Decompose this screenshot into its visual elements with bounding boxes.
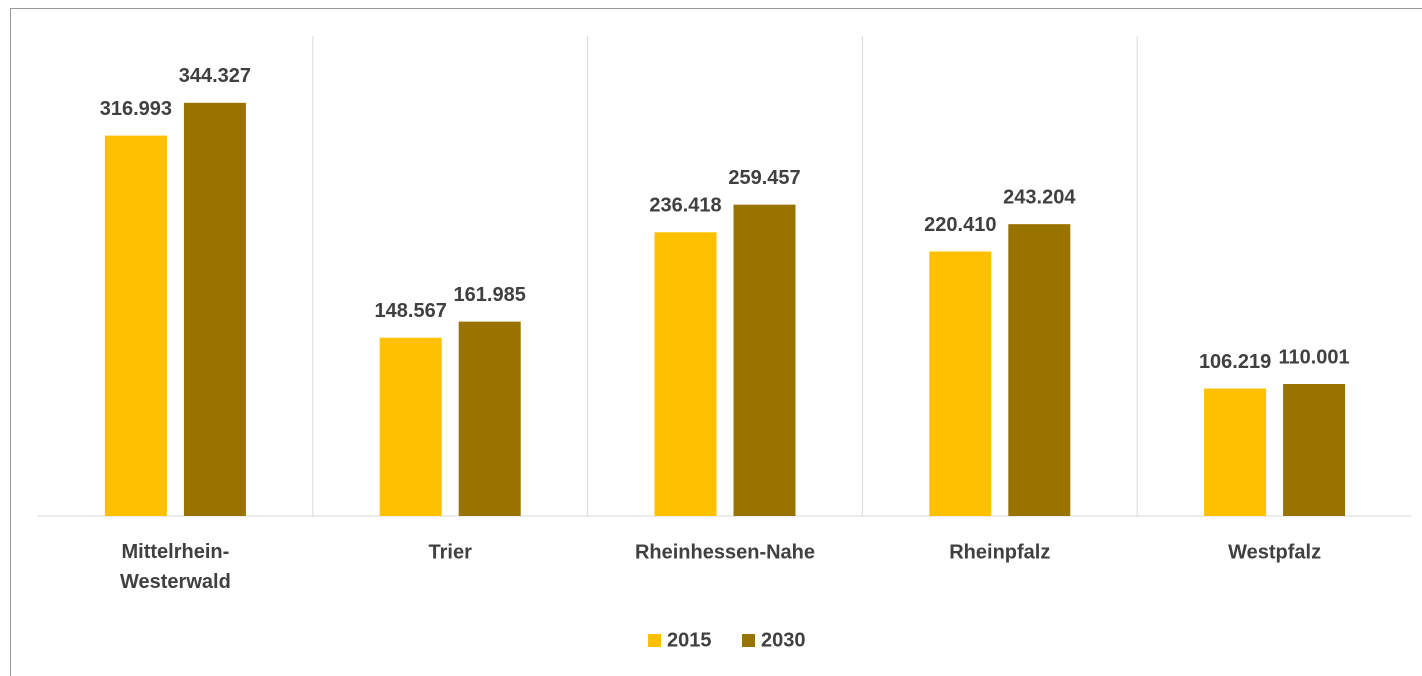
bar — [654, 232, 717, 516]
bar — [1283, 383, 1346, 516]
x-tick-label: Mittelrhein- Westerwald — [120, 541, 231, 593]
bar — [733, 204, 796, 516]
data-label: 243.204 — [1003, 186, 1076, 208]
x-tick-label: Rheinpfalz — [949, 541, 1050, 563]
data-label: 344.327 — [179, 65, 251, 87]
x-tick-label: Trier — [429, 541, 473, 563]
data-label: 110.001 — [1278, 346, 1349, 368]
x-tick-label: Rheinhessen-Nahe — [635, 541, 815, 563]
x-tick-label-line: Westerwald — [120, 571, 231, 593]
legend-swatch — [742, 634, 755, 647]
data-label: 220.410 — [924, 214, 996, 236]
data-label: 236.418 — [649, 195, 721, 217]
legend-label: 2015 — [667, 629, 712, 651]
legend-swatch — [648, 634, 661, 647]
legend-label: 2030 — [761, 629, 806, 651]
x-tick-label: Westpfalz — [1228, 541, 1321, 563]
data-label: 148.567 — [375, 300, 447, 322]
bar — [1204, 388, 1267, 516]
bar — [379, 337, 442, 516]
data-label: 106.219 — [1199, 351, 1271, 373]
bar — [1008, 224, 1071, 516]
bar — [104, 135, 167, 516]
data-label: 316.993 — [100, 98, 172, 120]
data-label: 259.457 — [728, 167, 800, 189]
x-tick-label-line: Mittelrhein- — [122, 541, 230, 563]
bar — [183, 102, 246, 516]
bar — [929, 251, 992, 516]
bar — [458, 321, 521, 516]
data-label: 161.985 — [454, 284, 526, 306]
